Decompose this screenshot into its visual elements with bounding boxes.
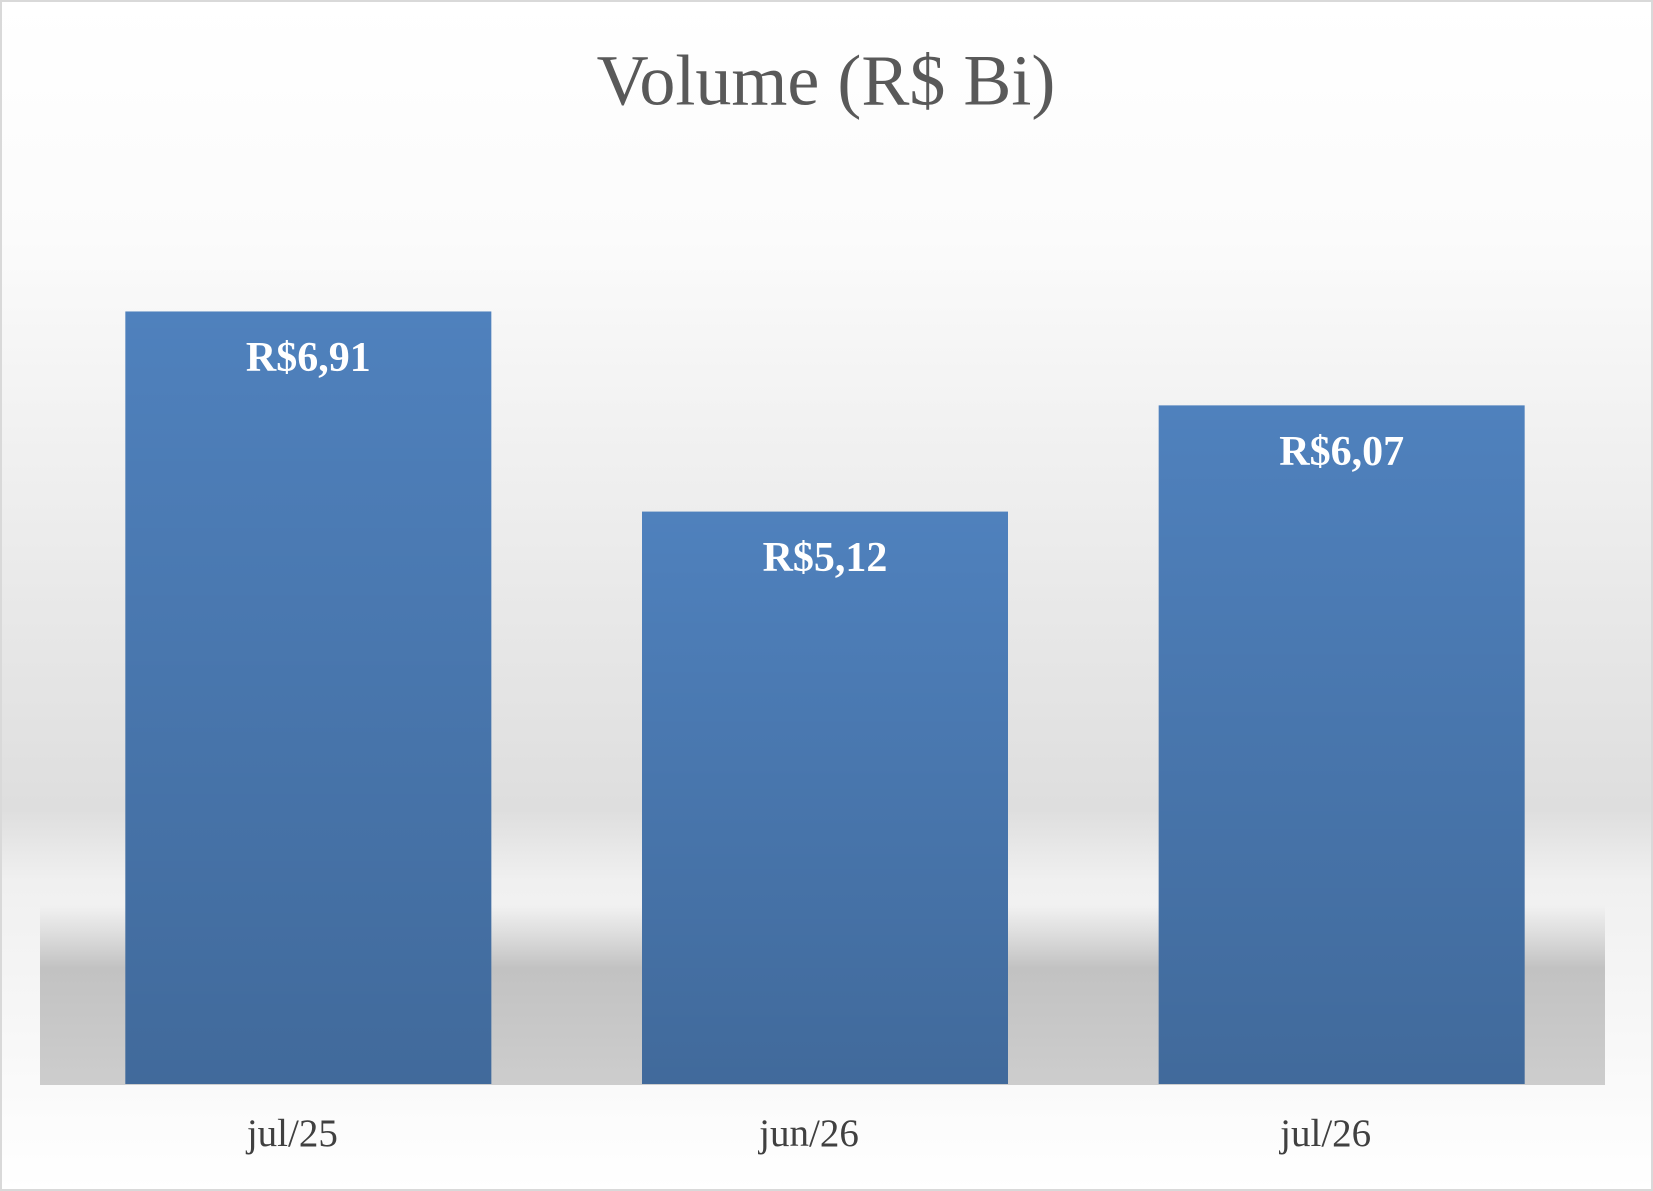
value-label: R$6,07: [1279, 429, 1404, 475]
x-tick-label: jul/25: [245, 1112, 338, 1155]
x-tick-label: jun/26: [757, 1112, 859, 1155]
bar-shading: [642, 511, 1008, 1085]
x-tick-label: jul/26: [1278, 1112, 1371, 1155]
bar-shading: [1158, 405, 1525, 1084]
bar-shading: [125, 311, 492, 1084]
value-label: R$5,12: [763, 535, 888, 581]
value-label: R$6,91: [246, 335, 371, 381]
chart-title: Volume (R$ Bi): [597, 41, 1056, 121]
